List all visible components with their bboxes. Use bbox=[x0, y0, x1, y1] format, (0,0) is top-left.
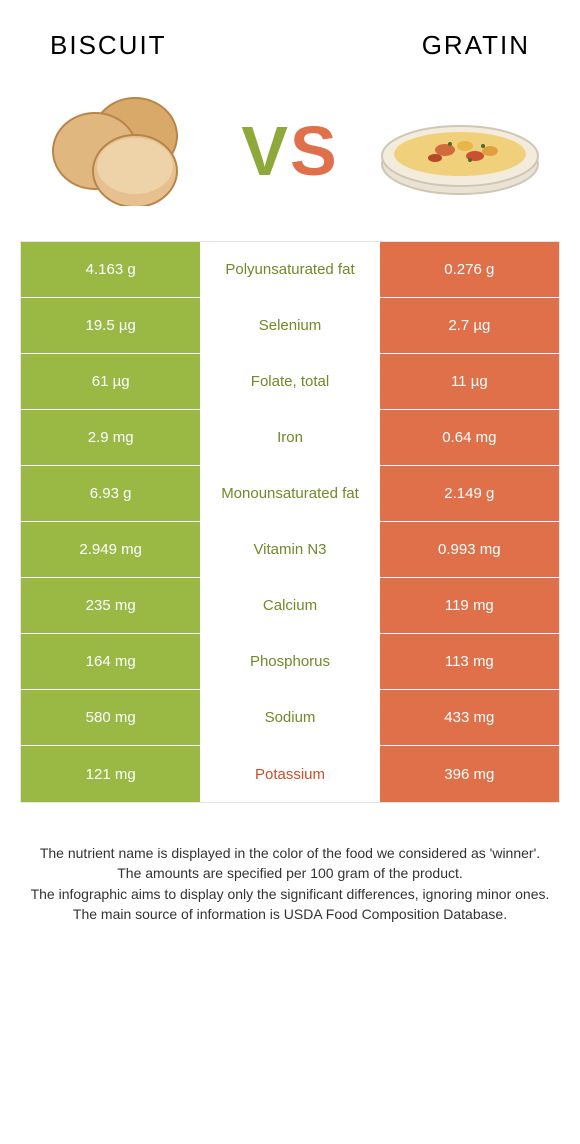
cell-nutrient-label: Monounsaturated fat bbox=[200, 466, 379, 521]
table-row: 164 mgPhosphorus113 mg bbox=[21, 634, 559, 690]
footer-line-3: The infographic aims to display only the… bbox=[30, 884, 550, 904]
footer-line-1: The nutrient name is displayed in the co… bbox=[30, 843, 550, 863]
cell-left-value: 580 mg bbox=[21, 690, 200, 745]
gratin-image bbox=[375, 91, 545, 211]
table-row: 235 mgCalcium119 mg bbox=[21, 578, 559, 634]
cell-right-value: 119 mg bbox=[380, 578, 559, 633]
title-right: Gratin bbox=[422, 30, 530, 61]
cell-right-value: 396 mg bbox=[380, 746, 559, 802]
cell-nutrient-label: Sodium bbox=[200, 690, 379, 745]
cell-nutrient-label: Vitamin N3 bbox=[200, 522, 379, 577]
cell-right-value: 433 mg bbox=[380, 690, 559, 745]
footer-line-2: The amounts are specified per 100 gram o… bbox=[30, 863, 550, 883]
cell-nutrient-label: Iron bbox=[200, 410, 379, 465]
cell-right-value: 2.7 µg bbox=[380, 298, 559, 353]
cell-left-value: 2.9 mg bbox=[21, 410, 200, 465]
cell-right-value: 11 µg bbox=[380, 354, 559, 409]
cell-nutrient-label: Calcium bbox=[200, 578, 379, 633]
hero-row: VS bbox=[0, 71, 580, 241]
cell-left-value: 164 mg bbox=[21, 634, 200, 689]
cell-right-value: 0.64 mg bbox=[380, 410, 559, 465]
cell-nutrient-label: Phosphorus bbox=[200, 634, 379, 689]
vs-label: VS bbox=[241, 111, 338, 191]
cell-left-value: 61 µg bbox=[21, 354, 200, 409]
table-row: 2.9 mgIron0.64 mg bbox=[21, 410, 559, 466]
cell-right-value: 2.149 g bbox=[380, 466, 559, 521]
header: Biscuit Gratin bbox=[0, 0, 580, 71]
cell-right-value: 0.276 g bbox=[380, 242, 559, 297]
cell-left-value: 4.163 g bbox=[21, 242, 200, 297]
footer-line-4: The main source of information is USDA F… bbox=[30, 904, 550, 924]
cell-nutrient-label: Polyunsaturated fat bbox=[200, 242, 379, 297]
cell-left-value: 19.5 µg bbox=[21, 298, 200, 353]
table-row: 4.163 gPolyunsaturated fat0.276 g bbox=[21, 242, 559, 298]
cell-right-value: 0.993 mg bbox=[380, 522, 559, 577]
table-row: 61 µgFolate, total11 µg bbox=[21, 354, 559, 410]
footer-notes: The nutrient name is displayed in the co… bbox=[30, 843, 550, 924]
cell-left-value: 235 mg bbox=[21, 578, 200, 633]
cell-left-value: 121 mg bbox=[21, 746, 200, 802]
cell-left-value: 2.949 mg bbox=[21, 522, 200, 577]
cell-nutrient-label: Folate, total bbox=[200, 354, 379, 409]
table-row: 2.949 mgVitamin N30.993 mg bbox=[21, 522, 559, 578]
title-left: Biscuit bbox=[50, 30, 167, 61]
table-row: 580 mgSodium433 mg bbox=[21, 690, 559, 746]
table-row: 6.93 gMonounsaturated fat2.149 g bbox=[21, 466, 559, 522]
biscuit-image bbox=[35, 91, 205, 211]
cell-right-value: 113 mg bbox=[380, 634, 559, 689]
cell-left-value: 6.93 g bbox=[21, 466, 200, 521]
table-row: 19.5 µgSelenium2.7 µg bbox=[21, 298, 559, 354]
cell-nutrient-label: Potassium bbox=[200, 746, 379, 802]
cell-nutrient-label: Selenium bbox=[200, 298, 379, 353]
nutrient-table: 4.163 gPolyunsaturated fat0.276 g19.5 µg… bbox=[20, 241, 560, 803]
table-row: 121 mgPotassium396 mg bbox=[21, 746, 559, 802]
